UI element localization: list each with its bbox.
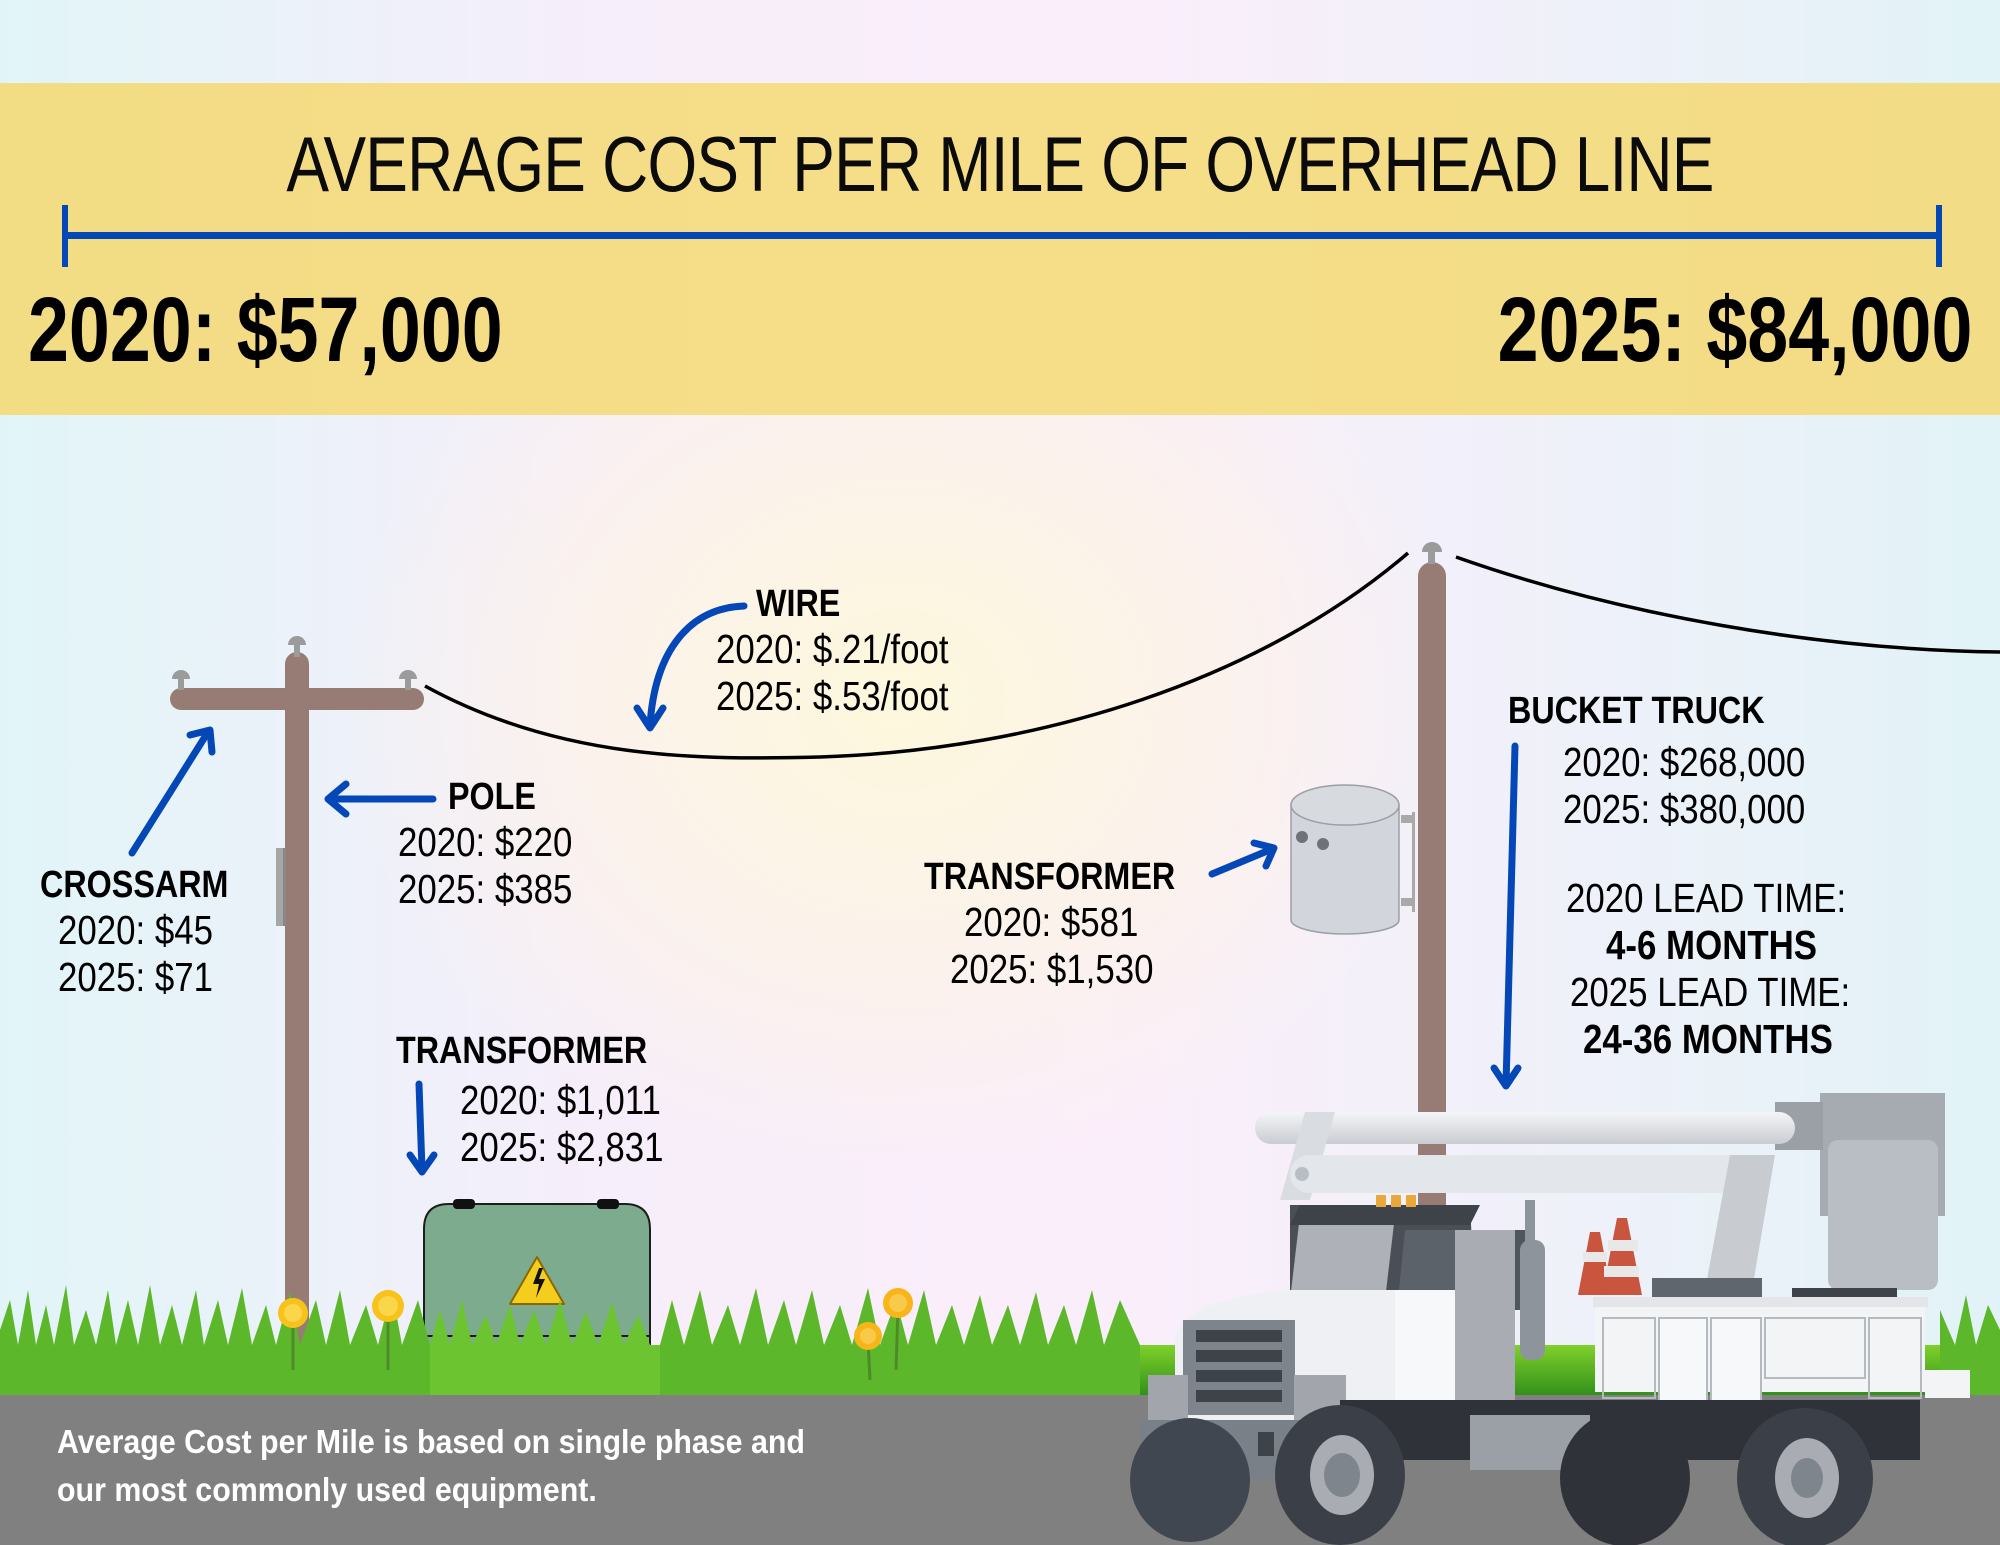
lead-time-2020-value: 4-6 MONTHS [1606,922,1818,968]
header-banner: AVERAGE COST PER MILE OF OVERHEAD LINE 2… [0,83,2000,415]
bucket-truck-icon [1130,1093,1970,1545]
pad-transformer-cost-2020: 2020: $1,011 [460,1077,661,1123]
pole-label: POLE 2020: $220 2025: $385 [398,776,603,913]
footnote-line-2: our most commonly used equipment. [57,1471,597,1508]
footnote-line-1: Average Cost per Mile is based on single… [57,1423,805,1460]
crossarm-cost-2025: 2025: $71 [58,954,214,1000]
pole-title: POLE [448,776,536,818]
crossarm-title: CROSSARM [40,864,229,906]
wire-title: WIRE [756,583,841,625]
page-title: AVERAGE COST PER MILE OF OVERHEAD LINE [286,120,1714,208]
wire-label: WIRE 2020: $.21/foot 2025: $.53/foot [716,583,990,720]
lead-time-2025-value: 24-36 MONTHS [1583,1016,1833,1062]
annotation-arrows [128,602,1522,1176]
wire-cost-2020: 2020: $.21/foot [716,626,949,672]
pole-transformer-label: TRANSFORMER 2020: $581 2025: $1,530 [924,856,1220,993]
lead-time-2020-label: 2020 LEAD TIME: [1566,875,1847,921]
pole-cost-2025: 2025: $385 [398,866,573,912]
pad-transformer-cost-2025: 2025: $2,831 [460,1124,664,1170]
timeline-start-tick [62,205,68,267]
bucket-truck-cost-2020: 2020: $268,000 [1563,739,1806,785]
timeline-line [68,232,1940,239]
cost-2020: 2020: $57,000 [28,279,503,381]
bucket-truck-title: BUCKET TRUCK [1508,690,1765,732]
timeline-end-tick [1936,205,1942,267]
pole-transformer-title: TRANSFORMER [924,856,1176,898]
footnote: Average Cost per Mile is based on single… [57,1418,805,1514]
pad-transformer-arrow-icon [415,1080,426,1174]
cost-2025: 2025: $84,000 [1497,279,1972,381]
high-voltage-warning-icon [509,1256,565,1305]
bucket-truck-arrow-icon [1502,742,1519,1089]
pole-transformer-cost-2025: 2025: $1,530 [950,946,1154,992]
pole-cost-2020: 2020: $220 [398,819,573,865]
wheel-icon [1130,1405,1873,1545]
pole-transformer-cost-2020: 2020: $581 [964,899,1139,945]
pad-transformer-title: TRANSFORMER [396,1030,648,1072]
pole-transformer-arrow-icon [1208,845,1276,878]
wire-cost-2025: 2025: $.53/foot [716,673,949,719]
bucket-truck-label: BUCKET TRUCK 2020: $268,000 2025: $380,0… [1508,690,1900,1063]
crossarm-arrow-icon [128,728,212,857]
crossarm-cost-2020: 2020: $45 [58,907,214,953]
crossarm-label: CROSSARM 2020: $45 2025: $71 [40,864,262,1001]
power-line-icon [424,551,2000,760]
utility-pole-icon [170,636,424,1372]
traffic-cone-icon [1578,1218,1642,1295]
pad-transformer-label: TRANSFORMER 2020: $1,011 2025: $2,831 [396,1030,699,1171]
lead-time-2025-label: 2025 LEAD TIME: [1570,969,1851,1015]
bucket-truck-cost-2025: 2025: $380,000 [1563,786,1806,832]
pole-transformer-icon [1290,784,1415,935]
wire-arrow-icon [646,602,748,729]
dandelion-icon [278,1288,913,1381]
